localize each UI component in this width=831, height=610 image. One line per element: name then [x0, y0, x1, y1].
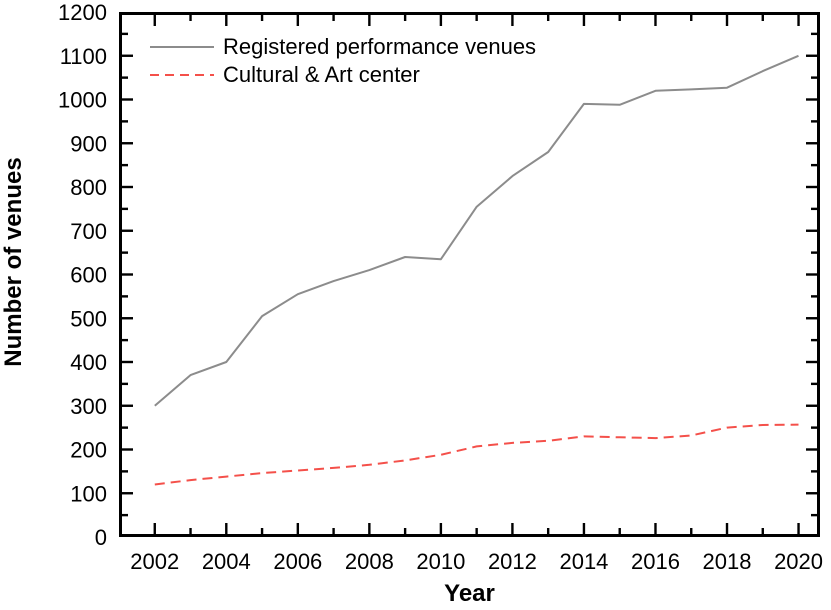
legend: Registered performance venues Cultural &…	[150, 33, 536, 89]
x-tick-label: 2018	[703, 549, 752, 574]
y-tick-label: 100	[70, 481, 107, 506]
y-axis-title: Number of venues	[0, 157, 27, 367]
x-tick-label: 2010	[416, 549, 465, 574]
plot-border	[119, 12, 820, 537]
x-tick-label: 2006	[273, 549, 322, 574]
legend-item-registered-performance-venues: Registered performance venues	[150, 33, 536, 61]
y-tick-label: 300	[70, 394, 107, 419]
x-tick-label: 2008	[345, 549, 394, 574]
y-tick-label: 700	[70, 219, 107, 244]
legend-label: Registered performance venues	[223, 34, 537, 59]
x-tick-label: 2014	[559, 549, 608, 574]
y-tick-label: 600	[70, 263, 107, 288]
y-tick-label: 400	[70, 350, 107, 375]
legend-solid-line-icon	[150, 46, 214, 48]
y-tick-label: 1100	[60, 44, 107, 69]
y-tick-label: 500	[70, 306, 107, 331]
y-tick-label: 900	[70, 131, 107, 156]
series-line-cultural-art-center	[154, 423, 799, 486]
legend-label: Cultural & Art center	[223, 62, 420, 87]
y-tick-label: 200	[70, 438, 107, 463]
x-tick-label: 2012	[488, 549, 537, 574]
y-tick-label: 0	[95, 525, 107, 550]
x-tick-label: 2004	[202, 549, 251, 574]
x-tick-label: 2002	[130, 549, 179, 574]
legend-dashed-line-icon	[150, 74, 214, 76]
legend-item-cultural-art-center: Cultural & Art center	[150, 61, 536, 89]
y-tick-label: 800	[70, 175, 107, 200]
x-axis-title: Year	[444, 580, 495, 607]
y-tick-label: 1200	[58, 0, 107, 25]
series-line-registered-performance-venues	[154, 54, 799, 407]
y-tick-label: 1000	[58, 88, 107, 113]
x-tick-label: 2020	[774, 549, 823, 574]
x-tick-label: 2016	[631, 549, 680, 574]
